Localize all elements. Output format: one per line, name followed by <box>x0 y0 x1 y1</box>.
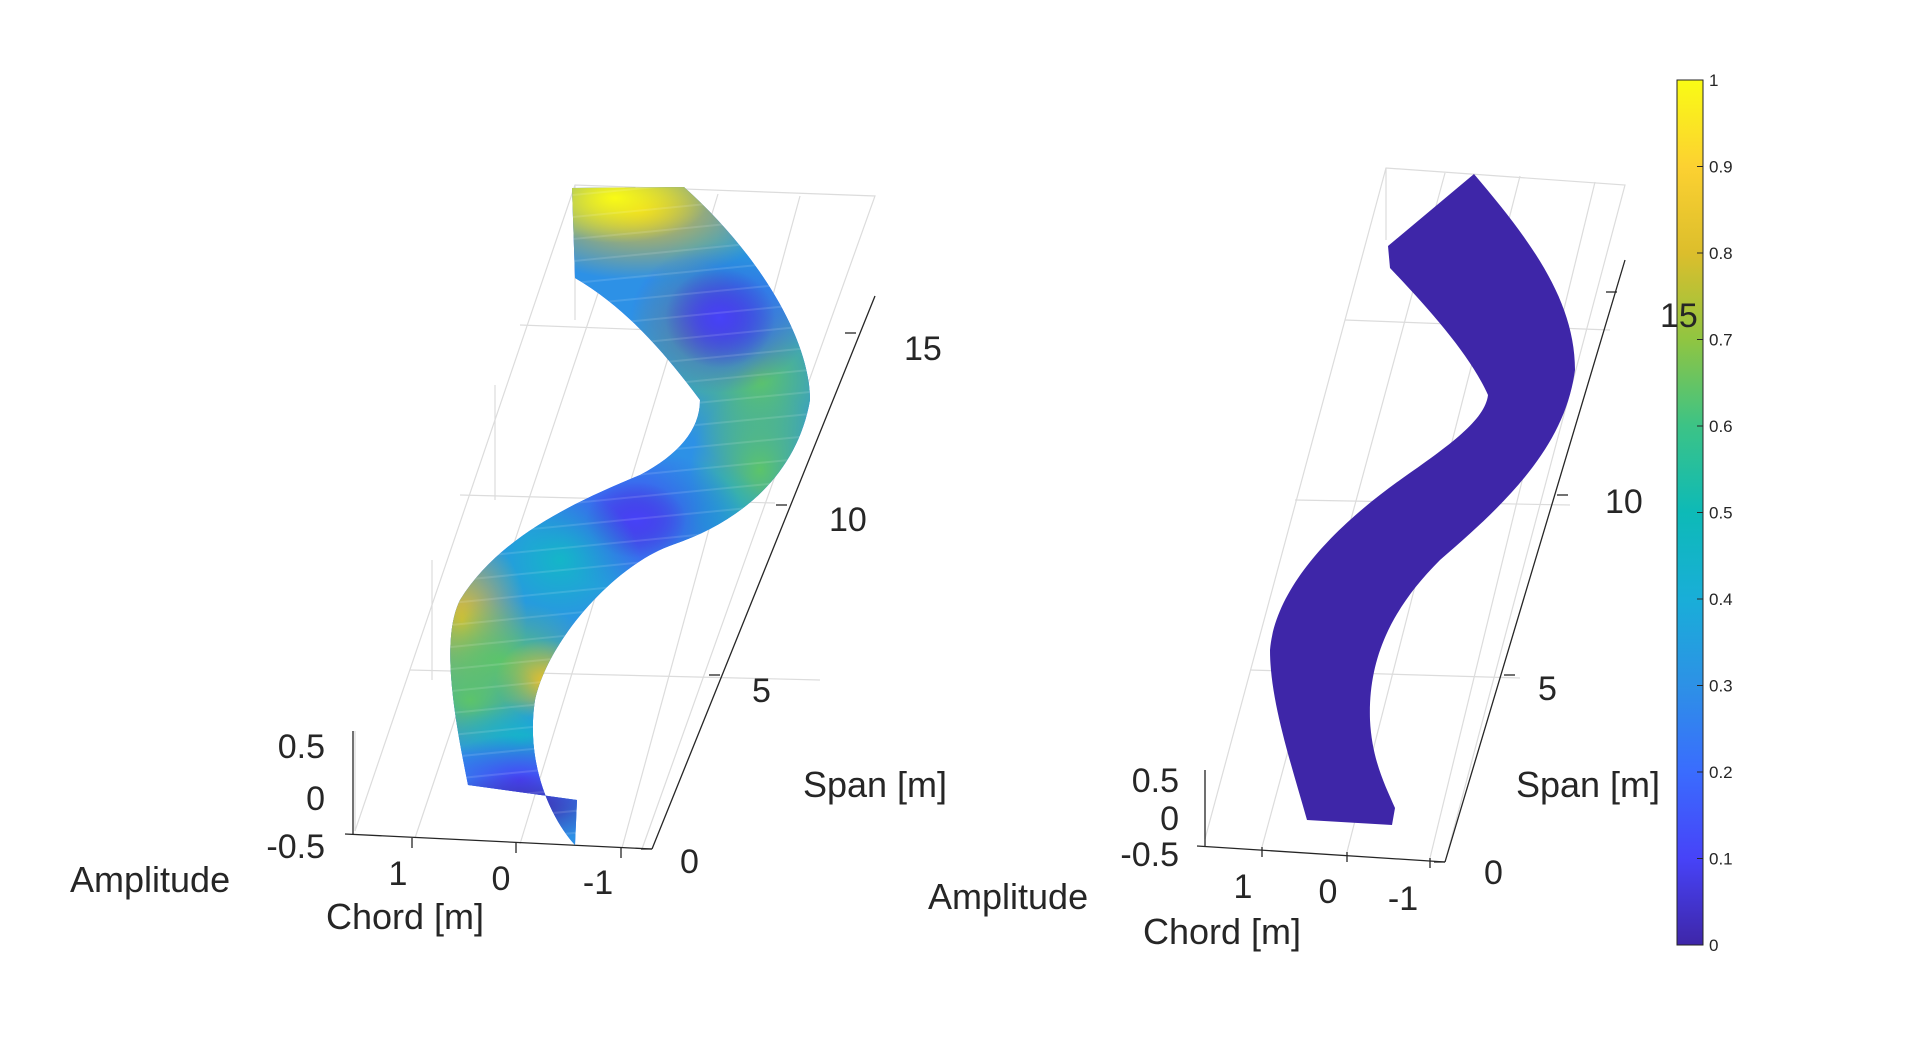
colorbar-ticks: 1 0.9 0.8 0.7 0.6 0.5 0.4 0.3 0.2 0.1 0 <box>1697 71 1733 955</box>
left-axis-line <box>344 833 653 850</box>
right-y-tick-label: 0 <box>1484 854 1503 892</box>
colorbar-tick-label: 0.6 <box>1709 417 1733 436</box>
left-x-tick-label: 0 <box>492 860 511 898</box>
left-surface-shading <box>450 187 810 845</box>
left-z-axis-label: Amplitude <box>70 859 230 900</box>
left-surface-patch <box>520 187 710 243</box>
right-surface <box>1270 174 1575 825</box>
colorbar-tick-label: 0.2 <box>1709 763 1733 782</box>
left-z-tick-label: 0.5 <box>278 728 325 766</box>
left-y-tick-label: 15 <box>904 330 942 368</box>
right-y-tick-label: 10 <box>1605 483 1643 521</box>
right-y-axis-label: Span [m] <box>1516 764 1660 805</box>
colorbar-tick-label: 0.8 <box>1709 244 1733 263</box>
colorbar-tick-label: 0.1 <box>1709 850 1733 869</box>
left-y-axis-label: Span [m] <box>803 764 947 805</box>
left-y-tick-label: 10 <box>829 501 867 539</box>
right-plot <box>1204 167 1626 863</box>
left-x-axis-label: Chord [m] <box>326 896 484 937</box>
left-surface-panel-line <box>450 785 810 827</box>
right-z-tick-label: -0.5 <box>1120 836 1179 874</box>
left-z-tick-label: 0 <box>306 780 325 818</box>
left-x-tick-label: 1 <box>389 855 408 893</box>
colorbar-tick-label: 1 <box>1709 71 1718 90</box>
left-y-tick-label: 5 <box>752 672 771 710</box>
left-z-tick-label: -0.5 <box>266 828 325 866</box>
colorbar-tick-label: 0.3 <box>1709 677 1733 696</box>
left-surface-panel-line <box>450 807 810 845</box>
right-x-tick-label: 0 <box>1319 873 1338 911</box>
right-z-tick-label: 0.5 <box>1132 762 1179 800</box>
right-y-tick-label: 5 <box>1538 670 1557 708</box>
left-surface-patch <box>450 773 610 843</box>
colorbar: 1 0.9 0.8 0.7 0.6 0.5 0.4 0.3 0.2 0.1 0 <box>1676 71 1733 955</box>
right-axis-line <box>1196 845 1446 863</box>
right-y-tick-label: 15 <box>1660 297 1698 335</box>
right-axis-line <box>1444 259 1626 863</box>
right-z-tick-label: 0 <box>1160 800 1179 838</box>
right-x-tick-label: -1 <box>1388 880 1418 918</box>
right-z-axis-label: Amplitude <box>928 876 1088 917</box>
colorbar-tick-label: 0.5 <box>1709 504 1733 523</box>
right-x-axis-label: Chord [m] <box>1143 911 1301 952</box>
colorbar-tick-label: 0.4 <box>1709 590 1733 609</box>
left-axis-line <box>651 295 876 850</box>
right-x-tick-label: 1 <box>1234 868 1253 906</box>
colorbar-tick-label: 0.7 <box>1709 331 1733 350</box>
left-y-tick-label: 0 <box>680 843 699 881</box>
left-x-tick-label: -1 <box>583 864 613 902</box>
colorbar-tick-label: 0 <box>1709 936 1718 955</box>
left-surface-patch <box>630 243 810 393</box>
colorbar-tick-label: 0.9 <box>1709 158 1733 177</box>
